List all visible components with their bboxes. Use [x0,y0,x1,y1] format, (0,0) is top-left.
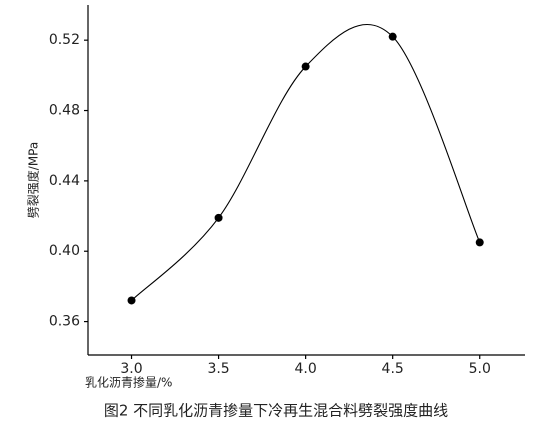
x-tick-label: 3.0 [120,361,142,377]
data-point [475,238,484,247]
data-point [388,32,397,41]
data-point [301,62,310,71]
y-tick-label: 0.44 [49,173,80,189]
y-tick-label: 0.36 [49,314,80,330]
data-point [214,213,223,222]
x-tick-label: 4.0 [294,361,316,377]
y-tick-label: 0.52 [49,32,80,48]
y-tick-label: 0.48 [49,103,80,119]
x-tick-label: 3.5 [207,361,229,377]
y-axis-label: 劈裂强度/MPa [26,142,41,218]
caption: 图2 不同乳化沥青掺量下冷再生混合料劈裂强度曲线 [104,402,448,420]
x-tick-label: 4.5 [382,361,404,377]
x-tick-label: 5.0 [469,361,491,377]
x-axis-label: 乳化沥青掺量/% [85,375,172,390]
data-point [127,296,136,305]
y-tick-label: 0.40 [49,243,80,259]
